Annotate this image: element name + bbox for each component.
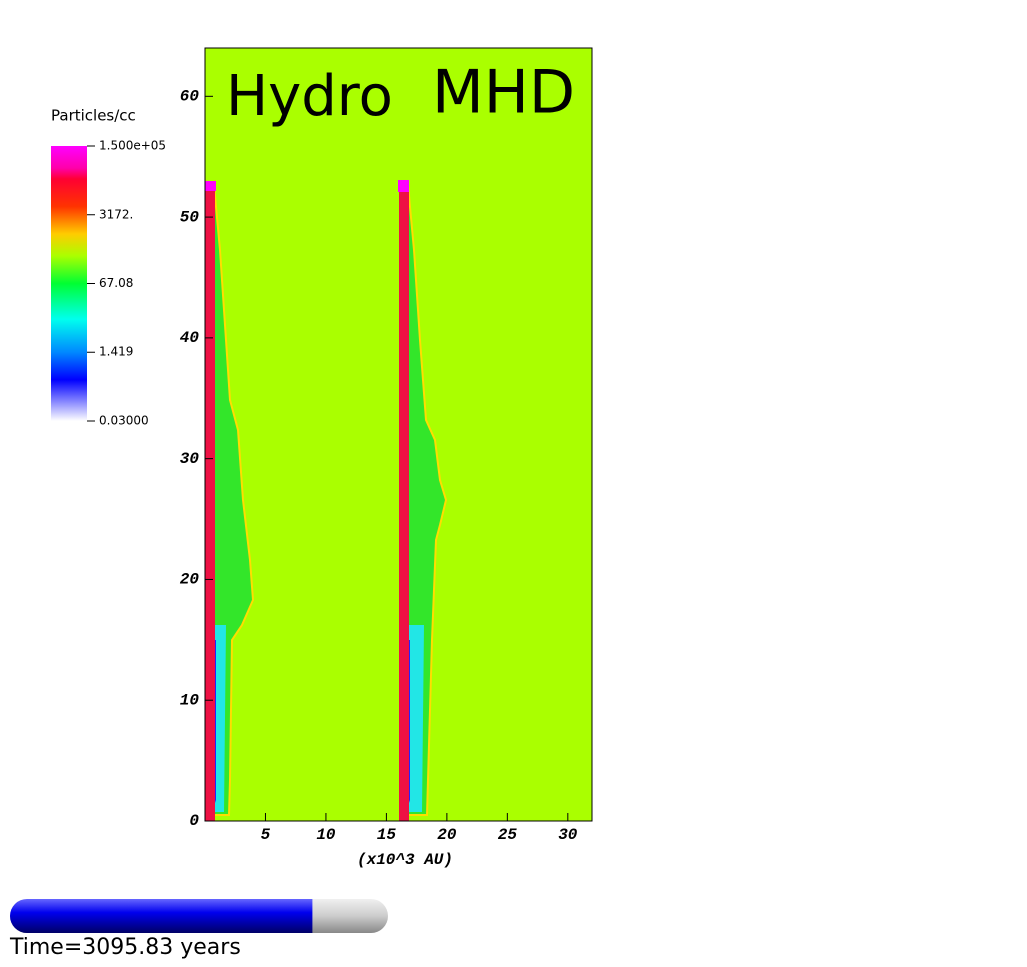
progress-fill xyxy=(10,899,313,933)
y-tick-label: 30 xyxy=(180,450,200,468)
time-label: Time=3095.83 years xyxy=(9,935,241,960)
colorbar-tick-label: 0.03000 xyxy=(99,414,149,428)
y-tick-label: 20 xyxy=(180,571,200,589)
hydro-jet xyxy=(205,181,255,821)
y-tick-label: 0 xyxy=(189,812,199,830)
x-tick-label: 25 xyxy=(498,826,518,844)
colorbar-tick-label: 67.08 xyxy=(99,276,133,290)
plot-frame xyxy=(204,47,593,822)
colorbar-tick-label: 1.500e+05 xyxy=(99,139,166,153)
x-axis-label: (x10^3 AU) xyxy=(357,851,453,869)
colorbar-tick-label: 1.419 xyxy=(99,345,133,359)
y-tick-label: 10 xyxy=(180,691,200,709)
colorbar-title: Particles/cc xyxy=(51,107,136,125)
annotation: Hydro xyxy=(226,64,393,129)
y-tick-label: 60 xyxy=(180,88,200,106)
y-tick-label: 40 xyxy=(180,329,200,347)
x-tick-label: 15 xyxy=(377,826,397,844)
annotation: MHD xyxy=(432,58,575,128)
x-tick-label: 20 xyxy=(437,826,457,844)
y-tick-label: 50 xyxy=(180,208,200,226)
x-tick-label: 30 xyxy=(558,826,578,844)
mhd-jet xyxy=(398,180,448,821)
colorbar xyxy=(51,146,87,421)
x-tick-label: 10 xyxy=(316,826,336,844)
colorbar-tick-label: 3172. xyxy=(99,207,133,221)
plot-background xyxy=(205,48,592,821)
x-tick-label: 5 xyxy=(261,826,271,844)
density-field xyxy=(205,180,448,821)
